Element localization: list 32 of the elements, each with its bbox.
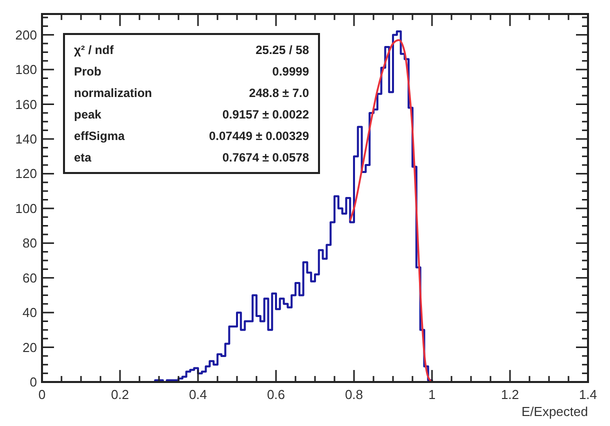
y-tick-label: 160 — [15, 96, 37, 112]
y-tick-label: 40 — [22, 305, 37, 320]
annotation: 0.9999 — [272, 64, 310, 78]
annotation: 248.8 ± 7.0 — [249, 86, 310, 100]
x-tick-label: 0.2 — [110, 387, 130, 402]
y-tick-label: 80 — [22, 236, 37, 251]
x-tick-label: 0.4 — [188, 387, 208, 402]
y-tick-label: 100 — [15, 200, 37, 216]
annotation: 0.7674 ± 0.0578 — [222, 150, 310, 164]
x-tick-label: 1.2 — [500, 387, 520, 402]
annotation: normalization — [74, 86, 152, 100]
line-series — [349, 39, 433, 382]
annotation: 25.25 / 58 — [256, 43, 310, 57]
x-tick-label: 1.4 — [578, 387, 598, 402]
annotation: effSigma — [74, 129, 126, 143]
y-tick-label: 60 — [22, 270, 37, 286]
x-tick-label: 1 — [428, 387, 436, 402]
annotation: χ² / ndf — [74, 43, 115, 57]
y-tick-label: 180 — [15, 62, 37, 78]
y-tick-label: 200 — [15, 27, 37, 42]
x-axis-title: E/Expected — [522, 404, 588, 419]
y-tick-label: 0 — [30, 374, 37, 390]
x-tick-label: 0.6 — [266, 387, 286, 402]
annotation: 0.9157 ± 0.0022 — [222, 108, 310, 122]
annotation: eta — [74, 150, 92, 164]
annotation: Prob — [74, 64, 102, 78]
y-tick-label: 120 — [15, 166, 37, 182]
x-tick-label: 0.8 — [344, 387, 364, 402]
annotation: 0.07449 ± 0.00329 — [208, 129, 310, 143]
y-tick-label: 140 — [15, 131, 37, 146]
y-tick-label: 20 — [22, 340, 37, 355]
annotation: peak — [74, 108, 102, 122]
